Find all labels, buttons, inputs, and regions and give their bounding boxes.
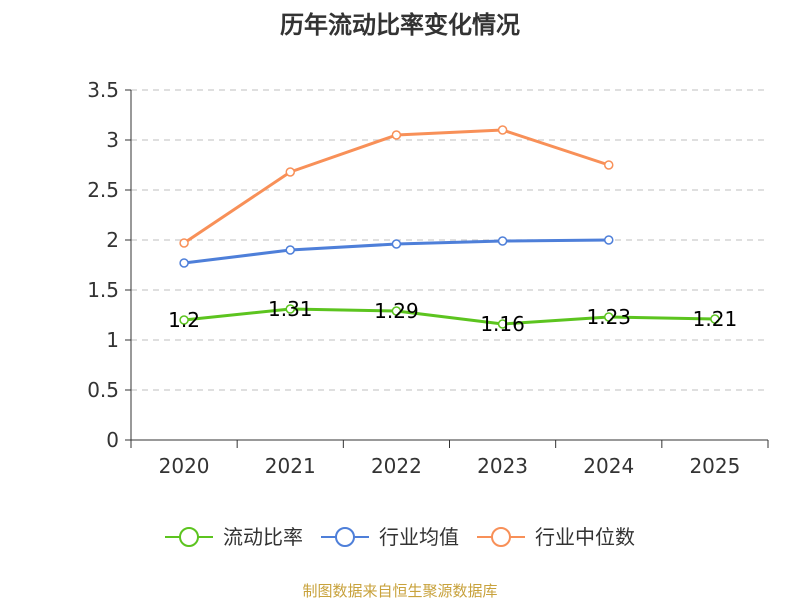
legend-label: 行业均值 [379, 525, 459, 549]
legend[interactable]: 流动比率 行业均值 行业中位数 [165, 525, 635, 549]
y-tick-label: 0.5 [87, 378, 119, 402]
data-point [179, 238, 189, 248]
chart-title: 历年流动比率变化情况 [280, 11, 520, 39]
data-point [497, 125, 508, 135]
data-point [604, 160, 614, 170]
x-tick-label: 2020 [159, 454, 210, 478]
data-point [604, 312, 614, 322]
series-line [183, 307, 715, 326]
x-tick-label: 2025 [689, 454, 740, 478]
x-tick-label: 2024 [583, 454, 634, 478]
y-tick-label: 1.5 [87, 278, 119, 302]
data-point [179, 258, 189, 268]
data-label: 1.21 [693, 307, 738, 331]
data-label: 1.2 [168, 308, 200, 332]
legend-item[interactable]: 行业中位数 [477, 525, 635, 549]
data-label: 1.31 [268, 297, 313, 321]
data-point [285, 245, 295, 255]
data-point [179, 315, 189, 325]
y-tick-label: 3 [106, 128, 119, 152]
data-label: 1.16 [480, 312, 525, 336]
legend-circle-icon [491, 527, 511, 547]
y-tick-label: 0 [106, 428, 119, 452]
source-note: 制图数据来自恒生聚源数据库 [302, 582, 497, 600]
legend-circle-icon [179, 527, 199, 547]
legend-label: 行业中位数 [535, 525, 635, 549]
data-point [497, 319, 508, 329]
data-point [285, 304, 295, 314]
data-labels: 1.2 1.31 1.29 1.16 1.23 1.21 [168, 297, 737, 336]
data-point [391, 306, 402, 316]
series-lines [179, 125, 720, 329]
x-tick-label: 2022 [371, 454, 422, 478]
data-point [391, 239, 402, 249]
legend-item[interactable]: 行业均值 [321, 525, 459, 549]
data-point [497, 236, 508, 246]
x-tick-label: 2021 [265, 454, 316, 478]
y-tick-label: 1 [106, 328, 119, 352]
series-line [183, 128, 610, 245]
data-point [285, 167, 295, 177]
axes: 0 0.5 1 1.5 2 2.5 3 3.5 2020 2021 2022 2023 2024 2025 [87, 78, 769, 478]
y-tick-label: 3.5 [87, 78, 119, 102]
grid-lines [131, 89, 768, 391]
x-tick-label: 2023 [477, 454, 528, 478]
data-label: 1.23 [586, 305, 631, 329]
data-label: 1.29 [374, 299, 419, 323]
y-tick-label: 2.5 [87, 178, 119, 202]
legend-circle-icon [335, 527, 355, 547]
data-point [391, 130, 402, 140]
data-point [604, 235, 614, 245]
y-tick-label: 2 [106, 228, 119, 252]
legend-item[interactable]: 流动比率 [165, 525, 303, 549]
legend-label: 流动比率 [223, 525, 303, 549]
data-point [710, 314, 720, 324]
